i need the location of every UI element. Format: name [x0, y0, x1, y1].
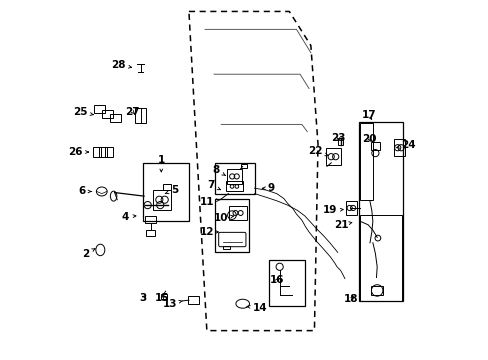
Bar: [146, 230, 155, 236]
Bar: [144, 216, 156, 224]
Bar: [102, 111, 113, 118]
Bar: [188, 296, 199, 304]
Text: 24: 24: [395, 140, 415, 150]
Text: 12: 12: [199, 227, 218, 237]
Bar: [359, 122, 402, 301]
Text: 21: 21: [333, 220, 351, 230]
Bar: [153, 190, 171, 210]
Text: 14: 14: [246, 303, 266, 314]
Text: 17: 17: [361, 111, 376, 121]
Bar: [241, 163, 246, 168]
Bar: [359, 123, 372, 200]
Text: 18: 18: [344, 294, 358, 304]
Bar: [268, 260, 304, 306]
Bar: [370, 142, 379, 150]
Bar: [215, 163, 254, 194]
Text: 7: 7: [207, 180, 220, 190]
Text: 23: 23: [330, 133, 345, 143]
Bar: [226, 181, 242, 192]
Text: 2: 2: [82, 248, 95, 258]
Bar: [94, 105, 105, 113]
Bar: [99, 147, 106, 157]
Bar: [160, 294, 167, 299]
Text: 16: 16: [269, 275, 284, 285]
Bar: [135, 108, 145, 123]
Bar: [359, 215, 402, 301]
Bar: [226, 169, 242, 184]
Bar: [110, 114, 121, 122]
Bar: [215, 199, 248, 252]
Bar: [143, 163, 188, 221]
Text: 26: 26: [68, 147, 88, 157]
Text: 22: 22: [307, 146, 327, 156]
Text: 11: 11: [199, 197, 219, 207]
Bar: [104, 147, 112, 157]
Bar: [345, 201, 356, 215]
Text: 9: 9: [262, 183, 274, 193]
Bar: [229, 206, 246, 220]
Bar: [338, 138, 342, 145]
Text: 10: 10: [213, 213, 233, 223]
Bar: [223, 246, 229, 249]
Text: 8: 8: [212, 165, 225, 175]
Text: 19: 19: [322, 206, 343, 216]
Text: 28: 28: [111, 59, 131, 69]
Text: 4: 4: [122, 212, 136, 221]
Bar: [325, 148, 340, 165]
Text: 5: 5: [165, 185, 178, 195]
Text: 1: 1: [157, 155, 164, 172]
Text: 27: 27: [125, 107, 140, 117]
Text: 13: 13: [162, 299, 182, 309]
Bar: [93, 147, 101, 157]
Bar: [393, 139, 405, 156]
Text: 25: 25: [73, 107, 93, 117]
Text: 3: 3: [140, 293, 147, 303]
Bar: [163, 184, 171, 190]
Bar: [370, 286, 383, 295]
Text: 15: 15: [155, 293, 169, 303]
Text: 6: 6: [79, 186, 91, 197]
Text: 20: 20: [361, 134, 376, 144]
